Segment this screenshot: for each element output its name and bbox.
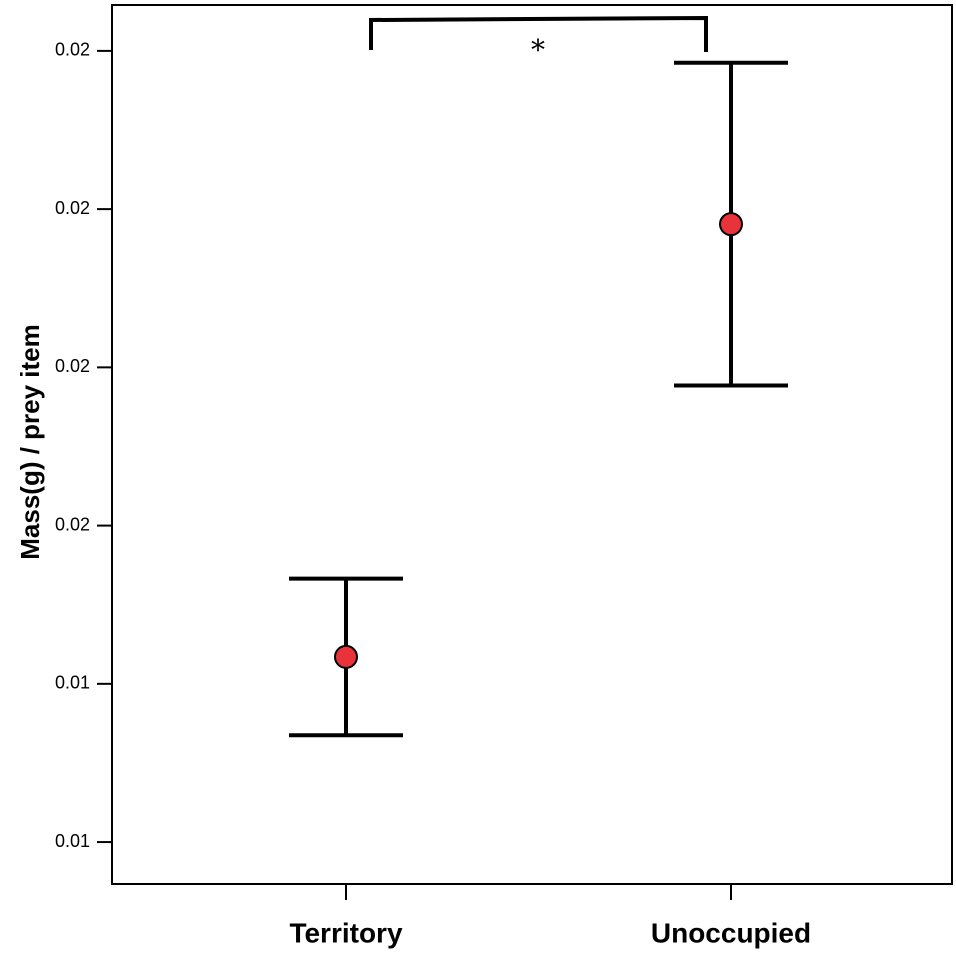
y-axis-label: Mass(g) / prey item <box>15 324 45 560</box>
y-tick-label: 0.01 <box>55 673 90 693</box>
y-tick-label: 0.02 <box>55 356 90 376</box>
x-tick-label: Unoccupied <box>651 917 811 948</box>
mean-point <box>719 212 743 237</box>
significance-bracket <box>369 15 708 52</box>
y-tick-label: 0.01 <box>55 831 90 851</box>
x-tick-label: Territory <box>289 917 402 948</box>
y-tick-label: 0.02 <box>55 40 90 60</box>
y-tick-label: 0.02 <box>55 198 90 218</box>
significance-label: * <box>531 34 545 67</box>
y-tick-label: 0.02 <box>55 514 90 534</box>
plot-frame <box>111 4 953 885</box>
mean-point <box>334 644 358 669</box>
